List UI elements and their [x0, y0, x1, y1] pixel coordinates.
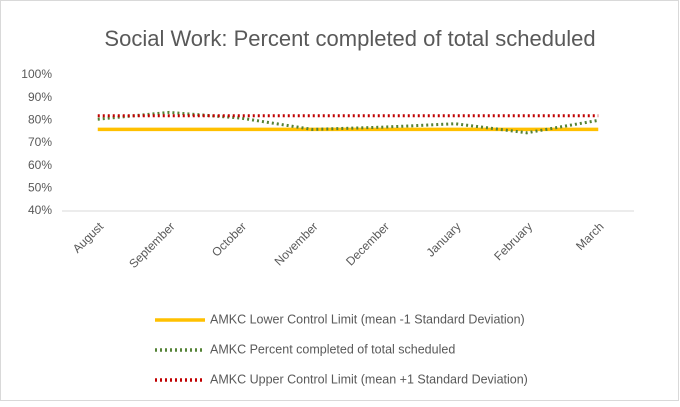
legend-label: AMKC Upper Control Limit (mean +1 Standa… [210, 372, 528, 386]
legend-label: AMKC Percent completed of total schedule… [210, 342, 455, 356]
y-tick-label: 60% [28, 158, 52, 172]
legend-label: AMKC Lower Control Limit (mean -1 Standa… [210, 312, 525, 326]
y-tick-label: 50% [28, 181, 52, 195]
y-tick-label: 90% [28, 90, 52, 104]
y-tick-label: 70% [28, 135, 52, 149]
y-tick-label: 40% [28, 203, 52, 217]
y-tick-label: 80% [28, 113, 52, 127]
chart-title: Social Work: Percent completed of total … [104, 26, 595, 51]
series-line [97, 110, 599, 135]
y-tick-label: 100% [21, 67, 52, 81]
